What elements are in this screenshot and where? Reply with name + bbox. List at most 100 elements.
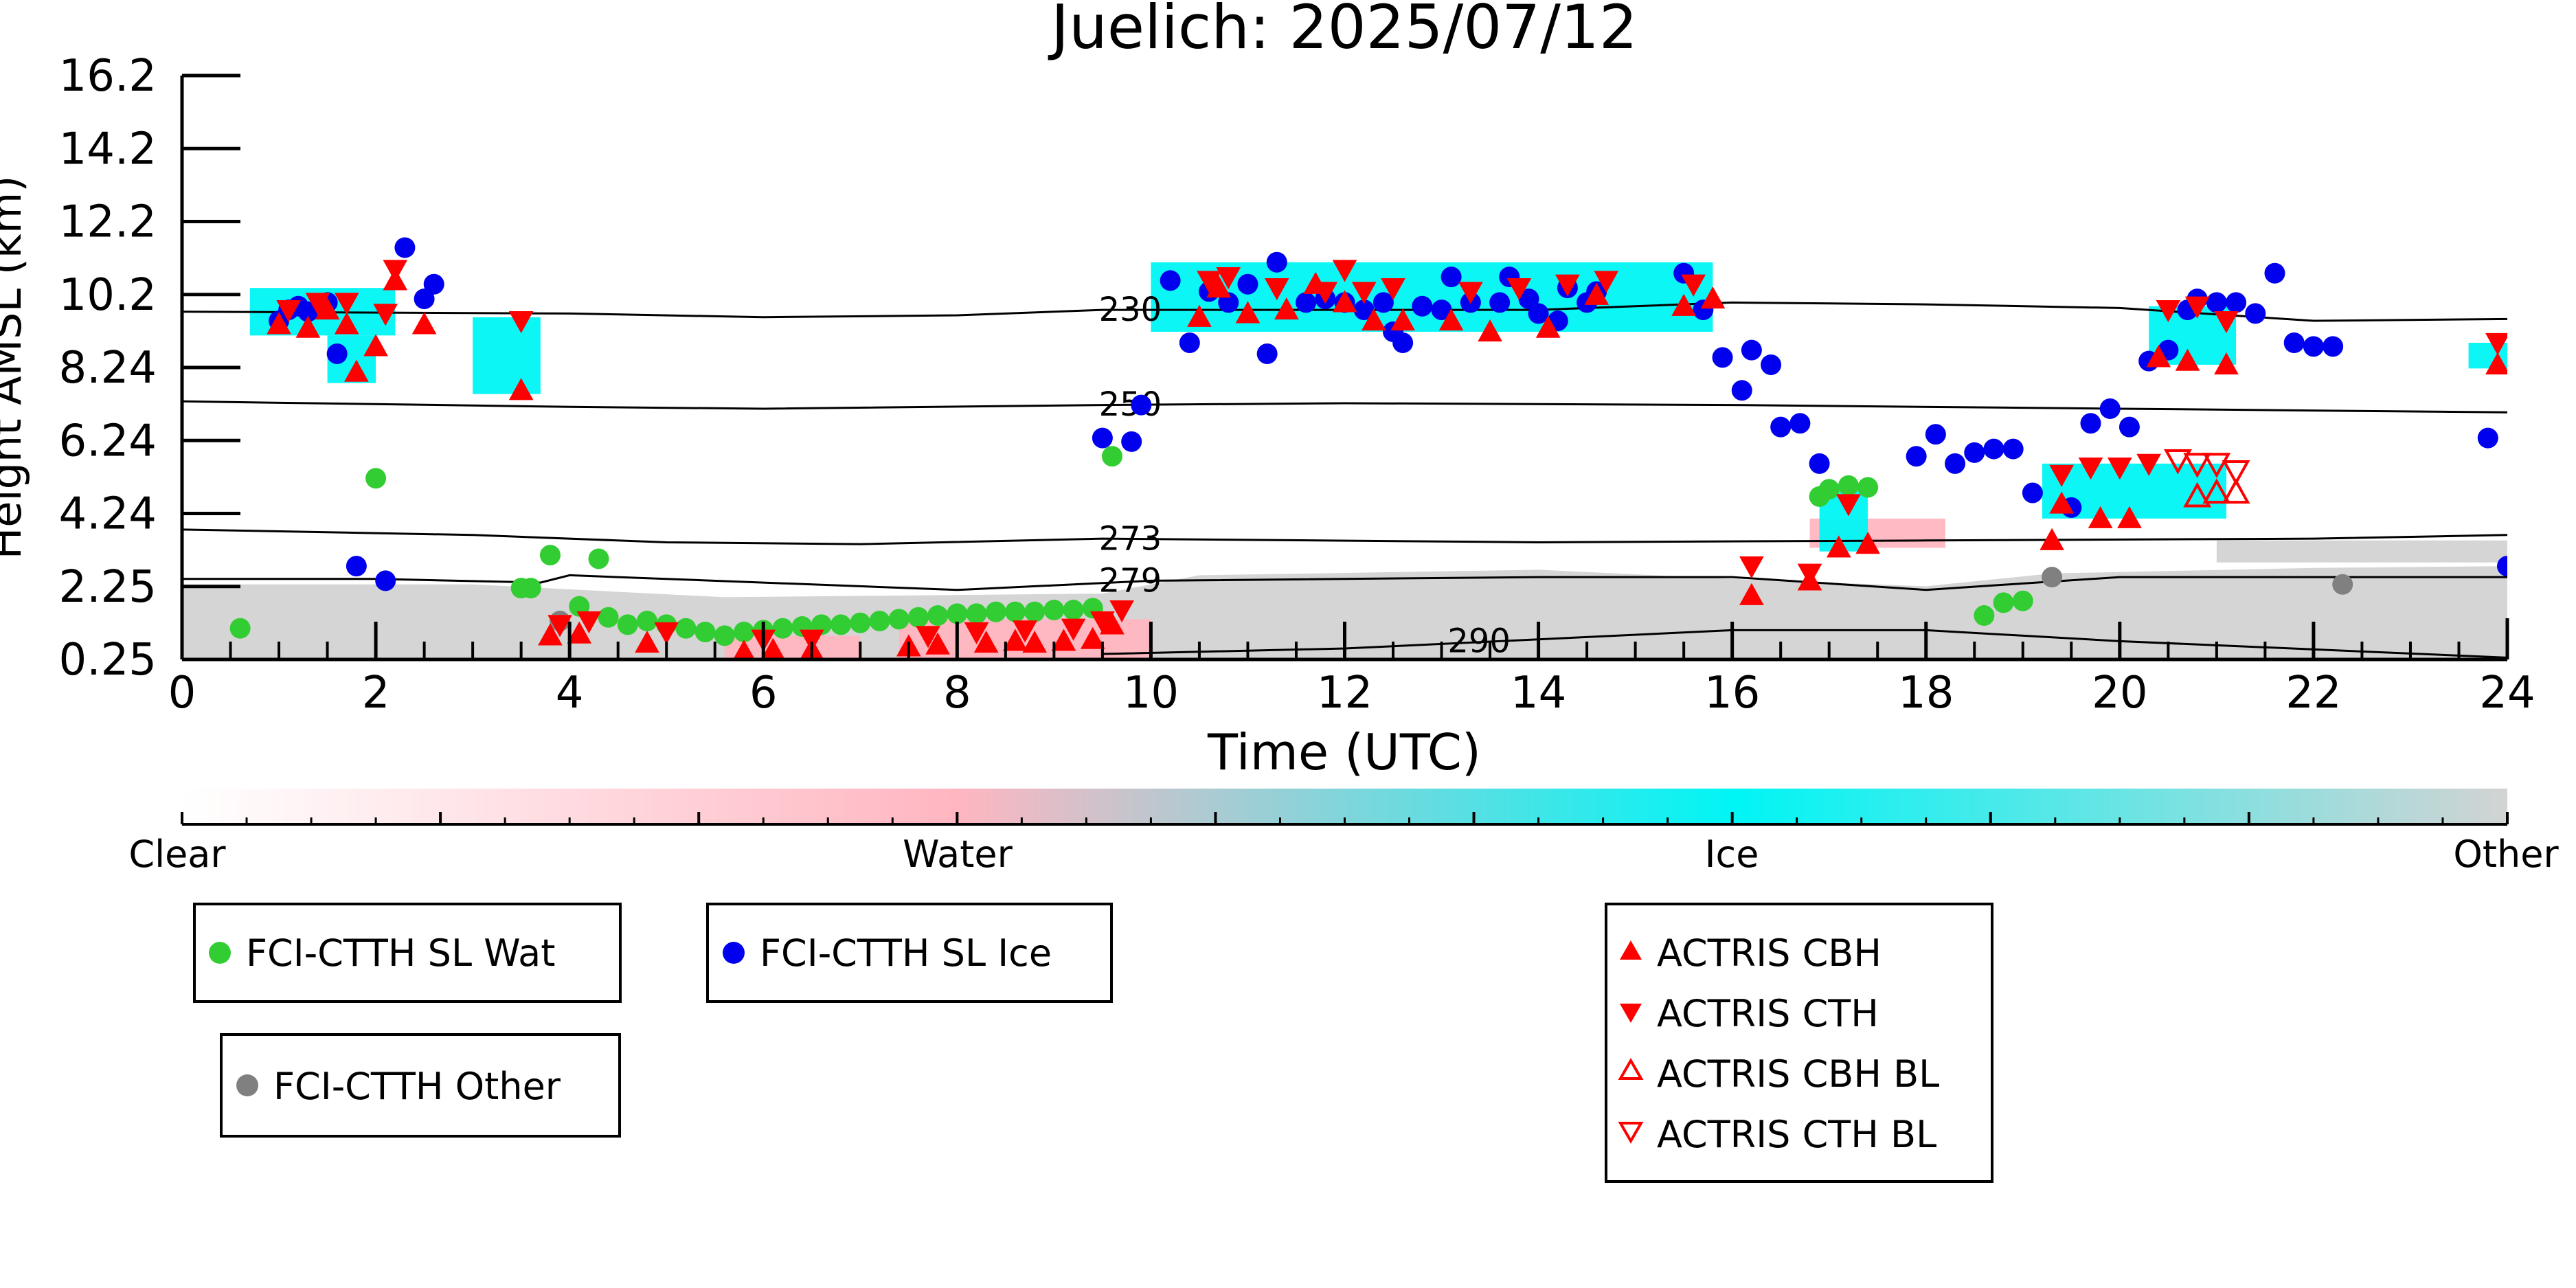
- point-fci-ctth-sl-ice: [326, 343, 348, 365]
- point-actris-cbh: [1826, 535, 1851, 558]
- point-actris-cth: [1090, 611, 1115, 634]
- point-fci-ctth-sl-ice: [2477, 427, 2498, 449]
- x-axis-label: Time (UTC): [1207, 723, 1481, 781]
- point-fci-ctth-sl-ice: [1431, 300, 1452, 321]
- point-fci-ctth-sl-ice: [2323, 336, 2344, 357]
- cloud-region-ice: [1819, 489, 1868, 552]
- point-actris-cbh: [1390, 308, 1415, 331]
- point-actris-cbh: [1051, 629, 1076, 651]
- point-fci-ctth-sl-wat: [907, 607, 929, 628]
- cloud-region-ice: [2042, 463, 2226, 519]
- point-actris-cbh: [1535, 315, 1561, 338]
- point-fci-ctth-sl-wat: [1004, 601, 1026, 622]
- point-fci-ctth-sl-ice: [1296, 292, 1317, 313]
- point-actris-cth: [2156, 300, 2181, 323]
- data-points-layer: [229, 237, 2507, 659]
- point-actris-cbh-bl: [2183, 482, 2212, 508]
- point-actris-cbh: [2214, 352, 2239, 375]
- legend-actris-box: ACTRIS CBH ACTRIS CTH ACTRIS CBH BL ACTR…: [1605, 903, 1993, 1183]
- point-actris-cbh: [1022, 630, 1048, 653]
- point-fci-ctth-sl-ice: [423, 273, 444, 295]
- x-tick-label: 6: [749, 668, 778, 719]
- point-actris-cth: [964, 622, 989, 645]
- point-fci-ctth-sl-wat: [1857, 477, 1879, 498]
- point-fci-ctth-sl-ice: [2226, 292, 2247, 313]
- point-actris-cth: [1313, 282, 1338, 304]
- legend-wat-box: FCI-CTTH SL Wat: [193, 903, 622, 1003]
- point-fci-ctth-sl-ice: [1945, 453, 1966, 474]
- point-fci-ctth-sl-ice: [1266, 251, 1287, 273]
- point-actris-cth: [1381, 278, 1405, 301]
- point-actris-cth: [2107, 457, 2132, 480]
- colorbar-label-ice: Ice: [1705, 833, 1759, 876]
- point-actris-cth: [1351, 282, 1377, 304]
- point-fci-ctth-sl-ice: [2099, 398, 2121, 419]
- point-actris-cbh: [1235, 301, 1261, 324]
- point-actris-cbh: [1855, 532, 1880, 554]
- legend-marker-other: [236, 1074, 258, 1096]
- point-fci-ctth-sl-ice: [2206, 292, 2227, 313]
- point-actris-cbh: [1438, 308, 1464, 331]
- point-fci-ctth-sl-wat: [675, 618, 697, 639]
- legend-marker-ice: [723, 942, 745, 964]
- point-actris-cth: [654, 622, 679, 645]
- point-actris-cth: [2049, 464, 2075, 487]
- point-actris-cth: [1506, 278, 1532, 301]
- point-fci-ctth-sl-wat: [229, 618, 251, 639]
- point-actris-cth: [1681, 274, 1706, 297]
- point-actris-cth-bl: [2164, 449, 2192, 475]
- isotherm-label-273: 273: [1099, 520, 1162, 558]
- isotherm-label-230: 230: [1099, 291, 1162, 329]
- point-fci-ctth-sl-wat: [520, 578, 541, 599]
- axes: 0 2 4 6 8 10 12 14 16 18 20 22 240.252.254.246.248.2…: [59, 51, 2535, 719]
- point-actris-cbh: [1361, 308, 1386, 331]
- x-tick-label: 8: [943, 668, 971, 719]
- point-fci-ctth-sl-ice: [2022, 482, 2043, 504]
- point-fci-ctth-sl-ice: [1256, 343, 1278, 365]
- point-fci-ctth-sl-ice: [2080, 413, 2101, 434]
- point-actris-cth-bl: [2183, 453, 2212, 479]
- point-fci-ctth-sl-ice: [2119, 416, 2140, 438]
- isotherm-line-273: [182, 528, 2507, 545]
- point-actris-cth-bl: [2202, 453, 2231, 479]
- x-tick-label: 20: [2092, 668, 2147, 719]
- point-fci-ctth-sl-ice: [1712, 347, 1733, 368]
- point-actris-cbh: [1003, 629, 1028, 651]
- legend-box-frame: [193, 903, 622, 1003]
- legend-label-cbh-bl: ACTRIS CBH BL: [1657, 1052, 1939, 1096]
- point-actris-cth: [799, 629, 824, 652]
- point-fci-ctth-sl-ice: [2245, 303, 2266, 324]
- point-actris-cth: [373, 304, 398, 326]
- point-fci-ctth-sl-ice: [1809, 453, 1830, 474]
- point-actris-cbh: [567, 621, 592, 644]
- point-fci-ctth-sl-wat: [1974, 605, 1995, 626]
- legend-marker-cbh: [1620, 940, 1642, 960]
- point-actris-cbh: [1080, 626, 1105, 649]
- point-actris-cbh: [508, 378, 534, 400]
- colorbar-label-water: Water: [903, 833, 1013, 876]
- point-actris-cbh-bl: [2222, 478, 2250, 504]
- point-fci-ctth-sl-ice: [346, 556, 367, 577]
- point-fci-ctth-sl-ice: [1412, 295, 1433, 317]
- point-actris-cth: [1197, 271, 1221, 293]
- colorbar: Clear Water Ice Other: [128, 789, 2559, 876]
- point-fci-ctth-sl-wat: [831, 614, 852, 635]
- point-fci-ctth-sl-wat: [772, 618, 793, 639]
- cloud-region-other: [2216, 540, 2507, 563]
- y-tick-label: 0.25: [59, 635, 157, 686]
- y-tick-label: 2.25: [59, 562, 157, 613]
- point-actris-cbh: [1700, 286, 1726, 309]
- point-actris-cbh: [2117, 506, 2142, 528]
- point-actris-cth: [1739, 556, 1764, 579]
- x-tick-label: 16: [1704, 668, 1760, 719]
- point-fci-ctth-sl-wat: [1838, 475, 1859, 496]
- point-actris-cth: [1797, 563, 1822, 586]
- point-fci-ctth-sl-ice: [1731, 380, 1752, 401]
- point-fci-ctth-sl-ice: [1528, 303, 1549, 324]
- cloud-region-ice: [473, 317, 541, 394]
- point-fci-ctth-other: [2332, 574, 2353, 595]
- point-actris-cbh: [1584, 282, 1609, 305]
- isotherm-line-250: [182, 400, 2507, 414]
- point-actris-cth-bl: [2222, 460, 2250, 486]
- point-actris-cth: [1555, 274, 1580, 297]
